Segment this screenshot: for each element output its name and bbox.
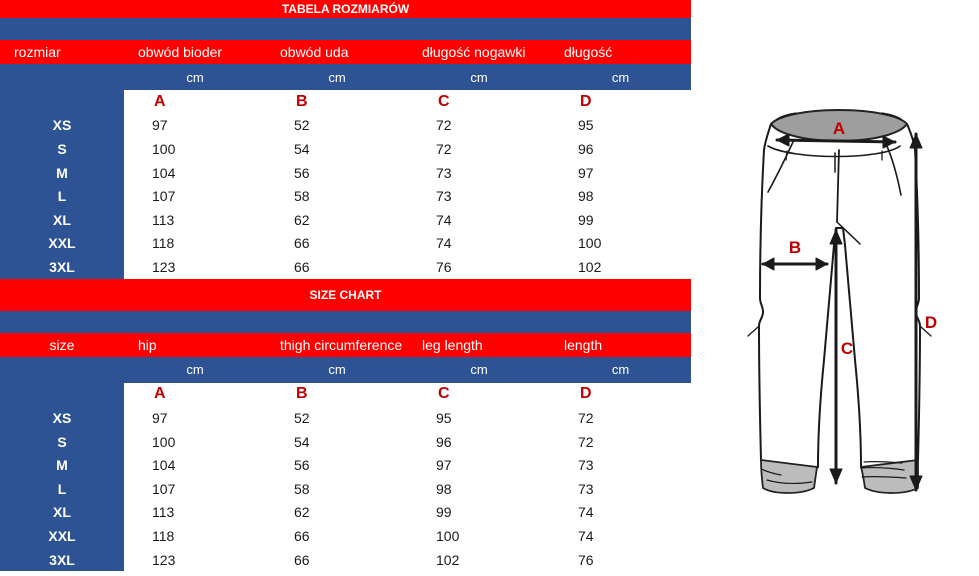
svg-text:D: D bbox=[925, 313, 937, 332]
svg-text:B: B bbox=[789, 238, 801, 257]
svg-text:A: A bbox=[833, 119, 845, 138]
svg-text:C: C bbox=[841, 339, 853, 358]
